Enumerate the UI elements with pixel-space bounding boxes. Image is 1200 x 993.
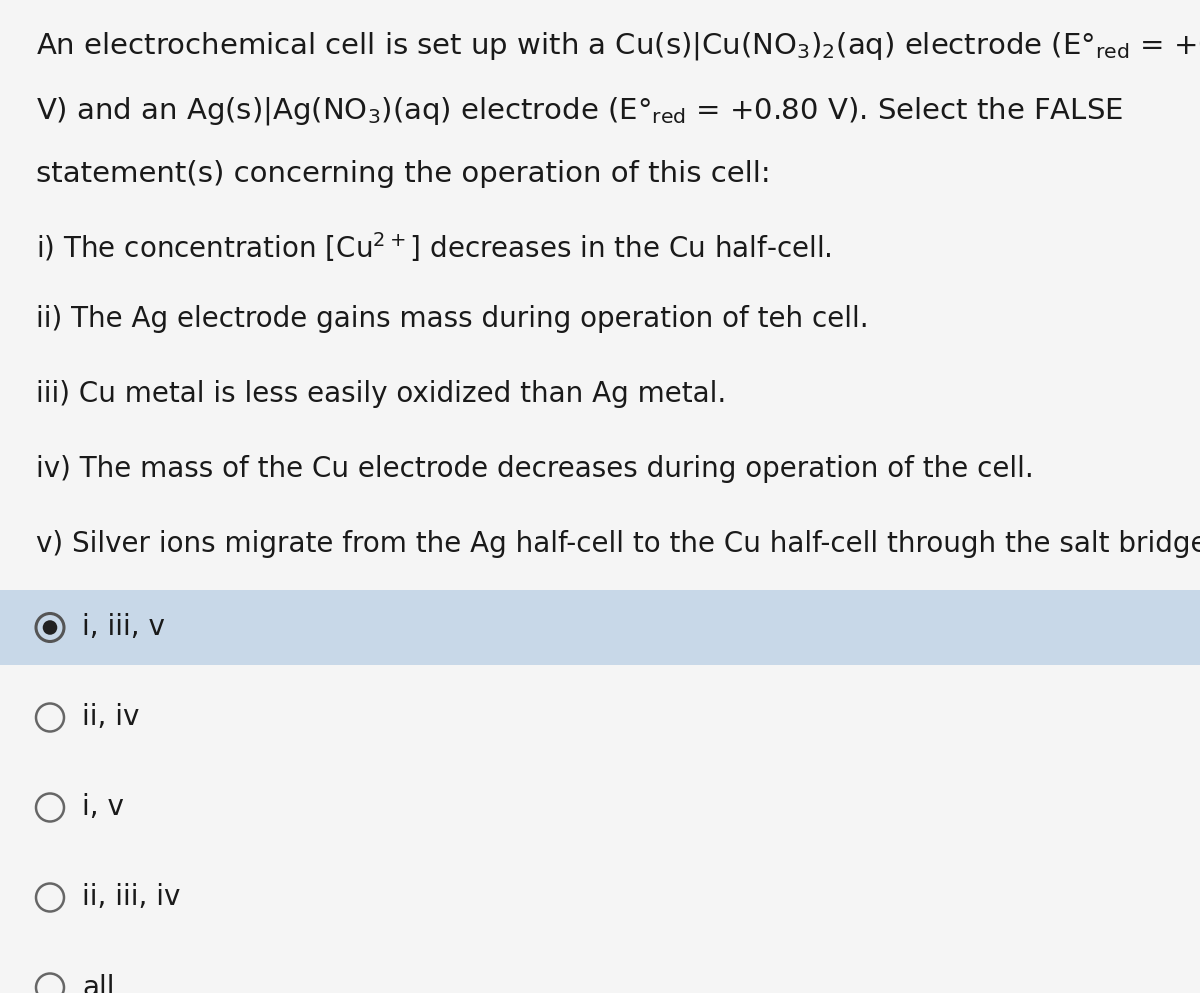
Text: V) and an Ag(s)|Ag(NO$_3$)(aq) electrode (E°$_{\rm red}$ = +0.80 V). Select the : V) and an Ag(s)|Ag(NO$_3$)(aq) electrode… (36, 95, 1123, 127)
Circle shape (43, 621, 58, 635)
Text: ii) The Ag electrode gains mass during operation of teh cell.: ii) The Ag electrode gains mass during o… (36, 305, 869, 333)
FancyBboxPatch shape (0, 590, 1200, 665)
Text: i, iii, v: i, iii, v (82, 614, 164, 641)
Text: ii, iii, iv: ii, iii, iv (82, 884, 180, 912)
Text: statement(s) concerning the operation of this cell:: statement(s) concerning the operation of… (36, 160, 770, 188)
Text: all: all (82, 973, 114, 993)
Text: i, v: i, v (82, 793, 124, 821)
Text: v) Silver ions migrate from the Ag half-cell to the Cu half-cell through the sal: v) Silver ions migrate from the Ag half-… (36, 530, 1200, 558)
Text: An electrochemical cell is set up with a Cu(s)|Cu(NO$_3$)$_2$(aq) electrode (E°$: An electrochemical cell is set up with a… (36, 30, 1200, 62)
Text: i) The concentration [Cu$^{2+}$] decreases in the Cu half-cell.: i) The concentration [Cu$^{2+}$] decreas… (36, 230, 832, 264)
Text: ii, iv: ii, iv (82, 703, 139, 732)
Text: iii) Cu metal is less easily oxidized than Ag metal.: iii) Cu metal is less easily oxidized th… (36, 380, 726, 408)
Text: iv) The mass of the Cu electrode decreases during operation of the cell.: iv) The mass of the Cu electrode decreas… (36, 455, 1033, 483)
